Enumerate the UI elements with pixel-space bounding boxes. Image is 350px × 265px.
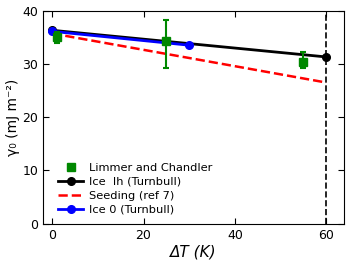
Y-axis label: γ₀ (mJ m⁻²): γ₀ (mJ m⁻²) [6, 78, 20, 156]
Legend: Limmer and Chandler, Ice  Ih (Turnbull), Seeding (ref 7), Ice 0 (Turnbull): Limmer and Chandler, Ice Ih (Turnbull), … [55, 159, 216, 218]
X-axis label: Δ​T (K): Δ​T (K) [170, 244, 217, 259]
